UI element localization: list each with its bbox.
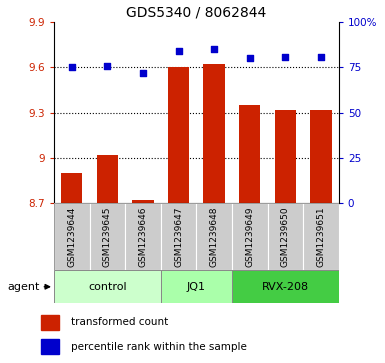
Bar — [54, 203, 90, 270]
Point — [104, 64, 110, 69]
Bar — [161, 270, 232, 303]
Text: GSM1239649: GSM1239649 — [245, 207, 254, 267]
Point — [282, 54, 288, 60]
Bar — [239, 105, 260, 203]
Text: GSM1239650: GSM1239650 — [281, 207, 290, 267]
Bar — [168, 67, 189, 203]
Text: JQ1: JQ1 — [187, 282, 206, 292]
Bar — [268, 203, 303, 270]
Bar — [232, 270, 339, 303]
Text: GSM1239648: GSM1239648 — [210, 207, 219, 267]
Point — [211, 46, 217, 52]
Bar — [303, 203, 339, 270]
Point — [69, 64, 75, 70]
Point — [247, 55, 253, 61]
Bar — [41, 339, 59, 354]
Text: control: control — [88, 282, 127, 292]
Text: transformed count: transformed count — [71, 317, 168, 327]
Point — [318, 54, 324, 60]
Bar — [203, 64, 225, 203]
Point — [176, 48, 182, 54]
Text: GSM1239644: GSM1239644 — [67, 207, 76, 267]
Text: GSM1239647: GSM1239647 — [174, 207, 183, 267]
Bar — [275, 110, 296, 203]
Bar — [310, 110, 332, 203]
Bar — [232, 203, 268, 270]
Bar — [41, 315, 59, 330]
Bar — [61, 173, 82, 203]
Text: GSM1239645: GSM1239645 — [103, 207, 112, 267]
Text: GSM1239646: GSM1239646 — [139, 207, 147, 267]
Point — [140, 70, 146, 76]
Bar — [90, 203, 125, 270]
Text: GSM1239651: GSM1239651 — [316, 207, 325, 267]
Bar — [161, 203, 196, 270]
Text: agent: agent — [8, 282, 40, 292]
Bar — [196, 203, 232, 270]
Bar — [54, 270, 161, 303]
Text: percentile rank within the sample: percentile rank within the sample — [71, 342, 247, 352]
Bar — [97, 155, 118, 203]
Title: GDS5340 / 8062844: GDS5340 / 8062844 — [126, 5, 266, 19]
Text: RVX-208: RVX-208 — [262, 282, 309, 292]
Bar — [125, 203, 161, 270]
Bar — [132, 200, 154, 203]
